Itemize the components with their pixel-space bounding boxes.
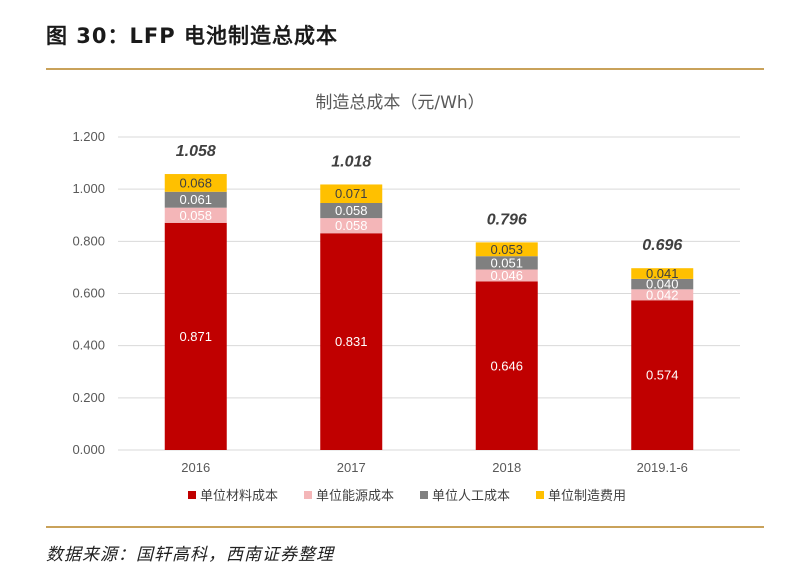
y-tick-label: 0.800 <box>72 233 105 248</box>
data-label: 0.053 <box>490 242 523 257</box>
y-tick-label: 1.200 <box>72 129 105 144</box>
bar-segment <box>475 256 538 270</box>
source-note: 数据来源：国轩高科，西南证券整理 <box>46 545 334 565</box>
bar-segment <box>475 242 538 257</box>
total-label: 1.018 <box>331 153 371 170</box>
bar-segment <box>320 233 383 450</box>
data-label: 0.058 <box>179 208 212 223</box>
data-label: 0.051 <box>490 255 523 270</box>
bar-segment <box>164 222 227 450</box>
x-tick-label: 2018 <box>492 460 521 475</box>
chart-title: 制造总成本（元/Wh） <box>315 93 484 113</box>
bar-segment <box>475 281 538 450</box>
bar-segment <box>320 184 383 203</box>
total-label: 1.058 <box>176 143 216 160</box>
bottom-rule <box>46 526 764 528</box>
legend-label: 单位人工成本 <box>432 489 510 504</box>
legend-swatch <box>420 491 428 499</box>
y-tick-label: 0.400 <box>72 338 105 353</box>
figure-title: 图 30：LFP 电池制造总成本 <box>46 24 338 48</box>
data-label: 0.068 <box>179 175 212 190</box>
bar-segment <box>164 191 227 208</box>
y-tick-label: 0.600 <box>72 286 105 301</box>
data-label: 0.046 <box>490 268 523 283</box>
bar-segment <box>631 289 694 301</box>
data-label: 0.058 <box>335 203 368 218</box>
legend-label: 单位材料成本 <box>200 489 278 504</box>
legend-label: 单位能源成本 <box>316 489 394 504</box>
x-tick-label: 2017 <box>337 460 366 475</box>
legend-swatch <box>188 491 196 499</box>
bar-segment <box>164 207 227 223</box>
data-label: 0.071 <box>335 186 368 201</box>
x-tick-label: 2016 <box>181 460 210 475</box>
total-label: 0.696 <box>642 237 682 254</box>
bar-segment <box>164 174 227 192</box>
top-rule <box>46 68 764 70</box>
bar-segment <box>631 278 694 290</box>
total-label: 0.796 <box>487 211 527 228</box>
y-tick-label: 0.000 <box>72 442 105 457</box>
legend-swatch <box>536 491 544 499</box>
bar-segment <box>320 202 383 219</box>
bar-segment <box>631 300 694 450</box>
y-tick-label: 0.200 <box>72 390 105 405</box>
legend-swatch <box>304 491 312 499</box>
y-tick-label: 1.000 <box>72 181 105 196</box>
data-label: 0.646 <box>490 358 523 373</box>
bar-segment <box>320 218 383 234</box>
data-label: 0.058 <box>335 218 368 233</box>
data-label: 0.574 <box>646 368 679 383</box>
bar-segment <box>631 268 694 279</box>
legend-label: 单位制造费用 <box>548 489 626 504</box>
data-label: 0.041 <box>646 266 679 281</box>
x-tick-label: 2019.1-6 <box>637 460 688 475</box>
data-label: 0.061 <box>179 192 212 207</box>
data-label: 0.042 <box>646 287 679 302</box>
data-label: 0.040 <box>646 277 679 292</box>
data-label: 0.871 <box>179 329 212 344</box>
data-label: 0.831 <box>335 334 368 349</box>
bar-segment <box>475 269 538 282</box>
